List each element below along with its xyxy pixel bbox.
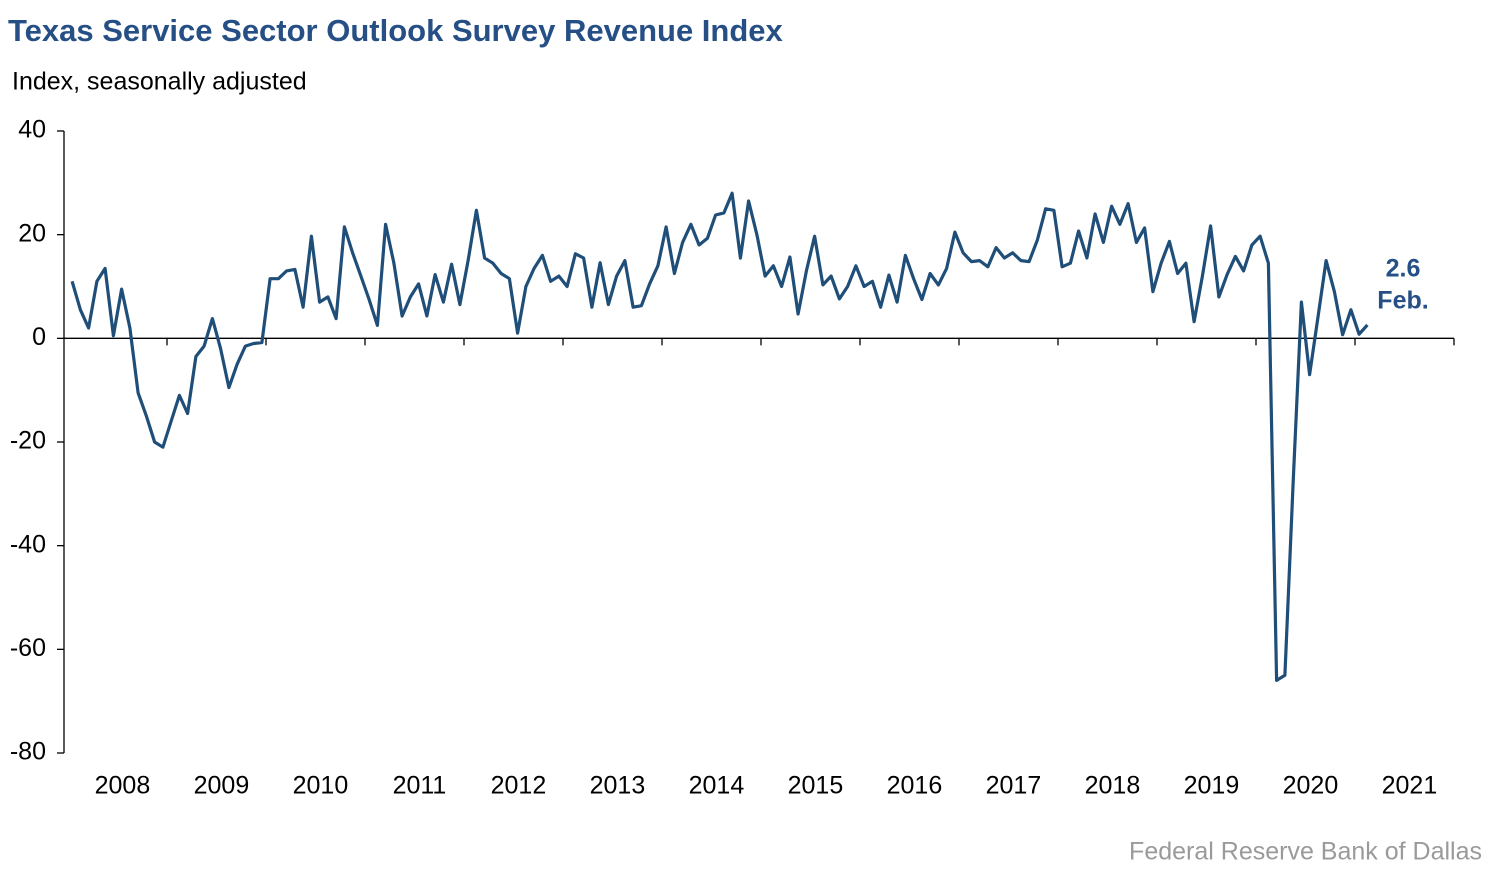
x-tick-label: 2014 xyxy=(689,772,745,800)
x-tick-label: 2019 xyxy=(1184,772,1240,800)
x-tick-label: 2010 xyxy=(293,772,349,800)
y-tick-label: -20 xyxy=(10,427,46,455)
annotation: Feb. xyxy=(1377,287,1428,315)
x-tick-label: 2012 xyxy=(491,772,547,800)
x-tick-label: 2020 xyxy=(1283,772,1339,800)
y-tick-label: -80 xyxy=(10,738,46,766)
x-tick-label: 2009 xyxy=(194,772,250,800)
annotation: 2.6 xyxy=(1386,255,1421,283)
x-tick-label: 2018 xyxy=(1085,772,1141,800)
y-tick-label: 20 xyxy=(18,219,46,247)
x-tick-label: 2021 xyxy=(1382,772,1438,800)
x-tick-label: 2017 xyxy=(986,772,1042,800)
x-tick-label: 2015 xyxy=(788,772,844,800)
x-tick-label: 2016 xyxy=(887,772,943,800)
x-tick-label: 2013 xyxy=(590,772,646,800)
source: Federal Reserve Bank of Dallas xyxy=(1129,838,1482,866)
data-line xyxy=(70,191,1369,682)
x-tick-label: 2011 xyxy=(393,772,447,800)
y-tick-label: -40 xyxy=(10,530,46,558)
chart-subtitle: Index, seasonally adjusted xyxy=(12,68,307,96)
y-tick-label: 0 xyxy=(32,323,46,351)
y-tick-label: -60 xyxy=(10,634,46,662)
x-tick-label: 2008 xyxy=(95,772,151,800)
chart-title: Texas Service Sector Outlook Survey Reve… xyxy=(8,13,784,48)
y-tick-label: 40 xyxy=(18,116,46,144)
